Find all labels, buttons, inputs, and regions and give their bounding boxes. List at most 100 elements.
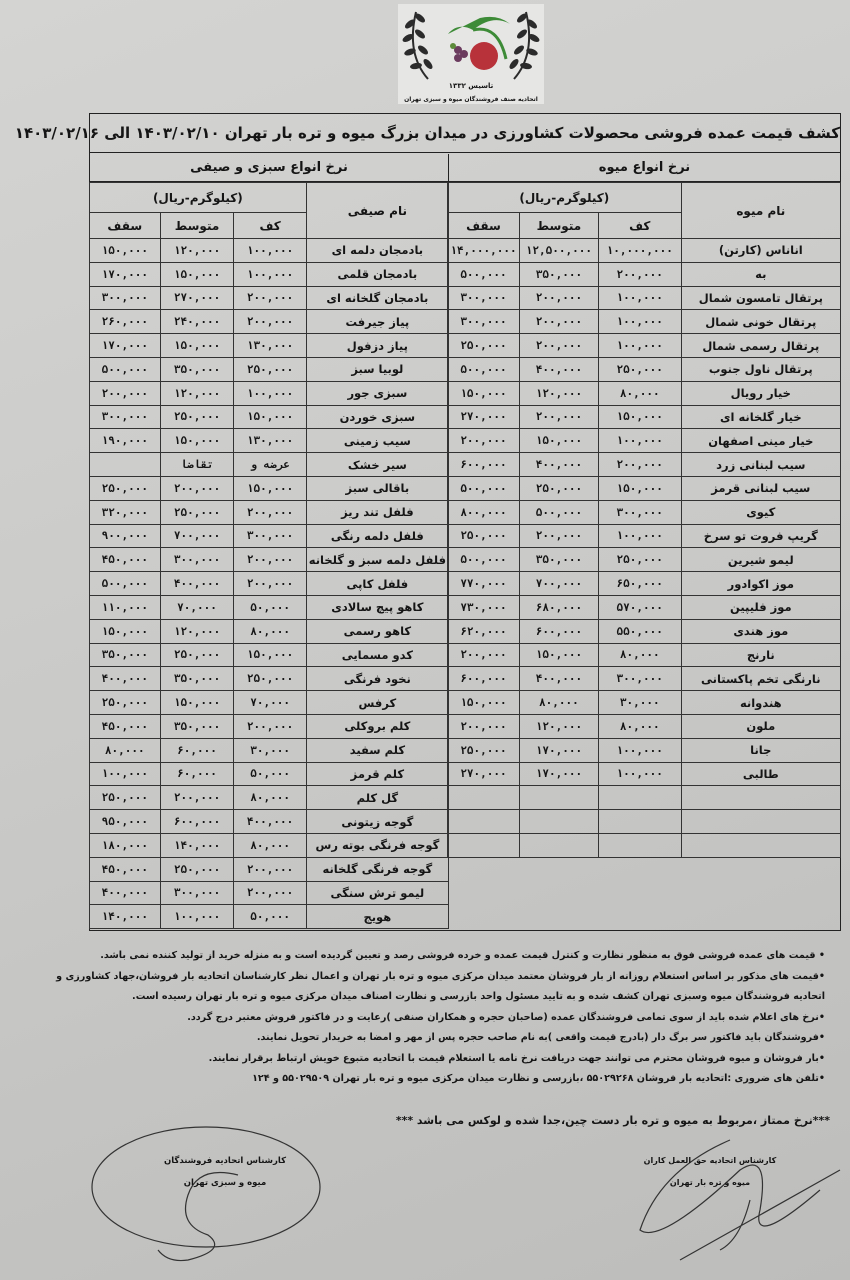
product-name: کاهو رسمی	[305, 618, 450, 644]
price-avg: ۲۵۰,۰۰۰	[159, 404, 235, 430]
price-max: ۲۰۰,۰۰۰	[447, 713, 520, 739]
price-min: ۲۰۰,۰۰۰	[233, 713, 307, 739]
price-avg: ۲۵۰,۰۰۰	[519, 475, 599, 501]
price-min: ۴۰۰,۰۰۰	[233, 809, 307, 834]
price-min: ۲۰۰,۰۰۰	[233, 856, 307, 882]
table-row: کلم بروکلی ۲۰۰,۰۰۰ ۳۵۰,۰۰۰ ۴۵۰,۰۰۰	[89, 713, 450, 739]
price-avg: ۸۰,۰۰۰	[519, 690, 599, 715]
column-header-min: کف	[597, 212, 682, 239]
price-max: ۳۰۰,۰۰۰	[89, 404, 161, 430]
table-row: پرتقال رسمی شمال ۱۰۰,۰۰۰ ۲۰۰,۰۰۰ ۲۵۰,۰۰۰	[447, 333, 842, 358]
product-name: نارنج	[680, 642, 842, 668]
table-row: موز فلیپین ۵۷۰,۰۰۰ ۶۸۰,۰۰۰ ۷۳۰,۰۰۰	[447, 594, 842, 620]
product-name: نخود فرنگی	[305, 666, 450, 692]
table-row: پرتقال ناول جنوب ۲۵۰,۰۰۰ ۴۰۰,۰۰۰ ۵۰۰,۰۰۰	[447, 356, 842, 382]
table-row: کاهو پیچ سالادی ۵۰,۰۰۰ ۷۰,۰۰۰ ۱۱۰,۰۰۰	[89, 594, 450, 620]
price-avg: ۲۵۰,۰۰۰	[159, 856, 235, 882]
product-name: جانا	[680, 737, 842, 763]
price-avg: ۱۷۰,۰۰۰	[519, 737, 599, 763]
product-name: کلم بروکلی	[305, 713, 450, 739]
product-name: گریپ فروت تو سرخ	[680, 523, 842, 549]
price-min: ۲۰۰,۰۰۰	[597, 452, 682, 477]
product-name: کلم سفید	[305, 737, 450, 763]
price-max: ۲۷۰,۰۰۰	[447, 761, 520, 787]
price-min: ۱۰,۰۰۰,۰۰۰	[597, 238, 682, 263]
table-row: ملون ۸۰,۰۰۰ ۱۲۰,۰۰۰ ۲۰۰,۰۰۰	[447, 713, 842, 739]
table-row: سیر خشک عرضه و تقاضا	[89, 452, 450, 477]
price-avg: ۱۵۰,۰۰۰	[159, 690, 235, 715]
table-row: پیاز دزفول ۱۳۰,۰۰۰ ۱۵۰,۰۰۰ ۱۷۰,۰۰۰	[89, 333, 450, 358]
price-min: ۱۵۰,۰۰۰	[233, 404, 307, 430]
price-avg: ۲۰۰,۰۰۰	[519, 333, 599, 358]
price-max: ۸۰۰,۰۰۰	[447, 499, 520, 525]
signature-left-line2: میوه و سبزی تهران	[183, 1178, 267, 1188]
product-name: پرتقال تامسون شمال	[680, 285, 842, 311]
price-max: ۸۰,۰۰۰	[89, 737, 161, 763]
price-avg: ۱۷۰,۰۰۰	[519, 761, 599, 787]
notes: • قیمت های عمده فروشی فوق به منظور نظارت…	[56, 946, 825, 1090]
union-logo: تاسیس ۱۳۳۲ اتحادیه صنف فروشندگان میوه و …	[398, 4, 544, 104]
product-name: فلفل تند ریز	[305, 499, 450, 525]
column-header-min: کف	[233, 212, 307, 239]
premium-note: ***نرخ ممتاز ،مربوط به میوه و تره بار دس…	[395, 1114, 830, 1127]
price-max: ۱۵۰,۰۰۰	[89, 238, 161, 263]
table-row: نارنگی تخم پاکستانی ۳۰۰,۰۰۰ ۴۰۰,۰۰۰ ۶۰۰,۰۰۰	[447, 666, 842, 692]
table-row: فلفل دلمه رنگی ۳۰۰,۰۰۰ ۷۰۰,۰۰۰ ۹۰۰,۰۰۰	[89, 523, 450, 549]
price-avg: ۴۰۰,۰۰۰	[519, 356, 599, 382]
product-name: خیار رویال	[680, 380, 842, 406]
price-avg: ۱۲۰,۰۰۰	[159, 238, 235, 263]
price-min: ۱۰۰,۰۰۰	[233, 238, 307, 263]
price-min: ۱۰۰,۰۰۰	[597, 523, 682, 549]
product-name: لیمو شیرین	[680, 547, 842, 573]
signature-right-label: کارشناس اتحادیه حق العمل کاران میوه و تر…	[640, 1150, 780, 1194]
table-row: کاهو رسمی ۸۰,۰۰۰ ۱۲۰,۰۰۰ ۱۵۰,۰۰۰	[89, 618, 450, 644]
product-name: خیار گلخانه ای	[680, 404, 842, 430]
product-name: کلم قرمز	[305, 761, 450, 787]
price-min: ۵۰,۰۰۰	[233, 761, 307, 787]
price-avg: ۵۰۰,۰۰۰	[519, 499, 599, 525]
price-max	[447, 785, 520, 811]
table-row: سیب لبنانی قرمز ۱۵۰,۰۰۰ ۲۵۰,۰۰۰ ۵۰۰,۰۰۰	[447, 475, 842, 501]
table-row: گوجه فرنگی گلخانه ۲۰۰,۰۰۰ ۲۵۰,۰۰۰ ۴۵۰,۰۰۰	[89, 856, 450, 882]
price-avg: ۶۰۰,۰۰۰	[159, 809, 235, 834]
price-avg: ۷۰۰,۰۰۰	[159, 523, 235, 549]
product-name: بادمجان گلخانه ای	[305, 285, 450, 311]
price-max: ۱۵۰,۰۰۰	[447, 380, 520, 406]
price-avg: ۱۲۰,۰۰۰	[519, 713, 599, 739]
price-avg	[519, 785, 599, 811]
price-max: ۲۰۰,۰۰۰	[447, 428, 520, 454]
table-row	[447, 809, 842, 834]
price-min: ۱۵۰,۰۰۰	[233, 642, 307, 668]
table-row: سیب زمینی ۱۳۰,۰۰۰ ۱۵۰,۰۰۰ ۱۹۰,۰۰۰	[89, 428, 450, 454]
price-table-frame: کشف قیمت عمده فروشی محصولات کشاورزی در م…	[15, 113, 842, 931]
price-min: ۳۰,۰۰۰	[597, 690, 682, 715]
price-avg: ۲۰۰,۰۰۰	[519, 285, 599, 311]
fruit-section-title: نرخ انواع میوه	[448, 154, 840, 182]
price-avg: ۱۵۰,۰۰۰	[519, 428, 599, 454]
price-avg: ۴۰۰,۰۰۰	[519, 452, 599, 477]
price-max: ۲۵۰,۰۰۰	[447, 333, 520, 358]
signature-right-line2: میوه و تره بار تهران	[669, 1178, 751, 1187]
price-max: ۱۷۰,۰۰۰	[89, 333, 161, 358]
column-header-avg: متوسط	[519, 212, 599, 239]
price-min: ۵۷۰,۰۰۰	[597, 594, 682, 620]
price-max: ۱۸۰,۰۰۰	[89, 832, 161, 858]
product-name: پرتقال ناول جنوب	[680, 356, 842, 382]
price-max: ۳۲۰,۰۰۰	[89, 499, 161, 525]
price-min: ۱۰۰,۰۰۰	[233, 261, 307, 287]
table-row: لیمو شیرین ۲۵۰,۰۰۰ ۳۵۰,۰۰۰ ۵۰۰,۰۰۰	[447, 547, 842, 573]
product-name: موز فلیپین	[680, 594, 842, 620]
price-max: ۵۰۰,۰۰۰	[89, 571, 161, 596]
price-max: ۹۰۰,۰۰۰	[89, 523, 161, 549]
price-min: ۲۰۰,۰۰۰	[233, 285, 307, 311]
price-avg: ۲۰۰,۰۰۰	[519, 309, 599, 335]
logo-org-name: اتحادیه صنف فروشندگان میوه و سبزی تهران	[404, 96, 538, 103]
product-name: پرتقال رسمی شمال	[680, 333, 842, 358]
price-avg: ۳۵۰,۰۰۰	[519, 261, 599, 287]
product-name: سیب زمینی	[305, 428, 450, 454]
price-max: ۱۱۰,۰۰۰	[89, 594, 161, 620]
table-row: کرفس ۷۰,۰۰۰ ۱۵۰,۰۰۰ ۲۵۰,۰۰۰	[89, 690, 450, 715]
price-avg: ۷۰,۰۰۰	[159, 594, 235, 620]
price-max: ۷۷۰,۰۰۰	[447, 571, 520, 596]
price-max: ۵۰۰,۰۰۰	[447, 547, 520, 573]
